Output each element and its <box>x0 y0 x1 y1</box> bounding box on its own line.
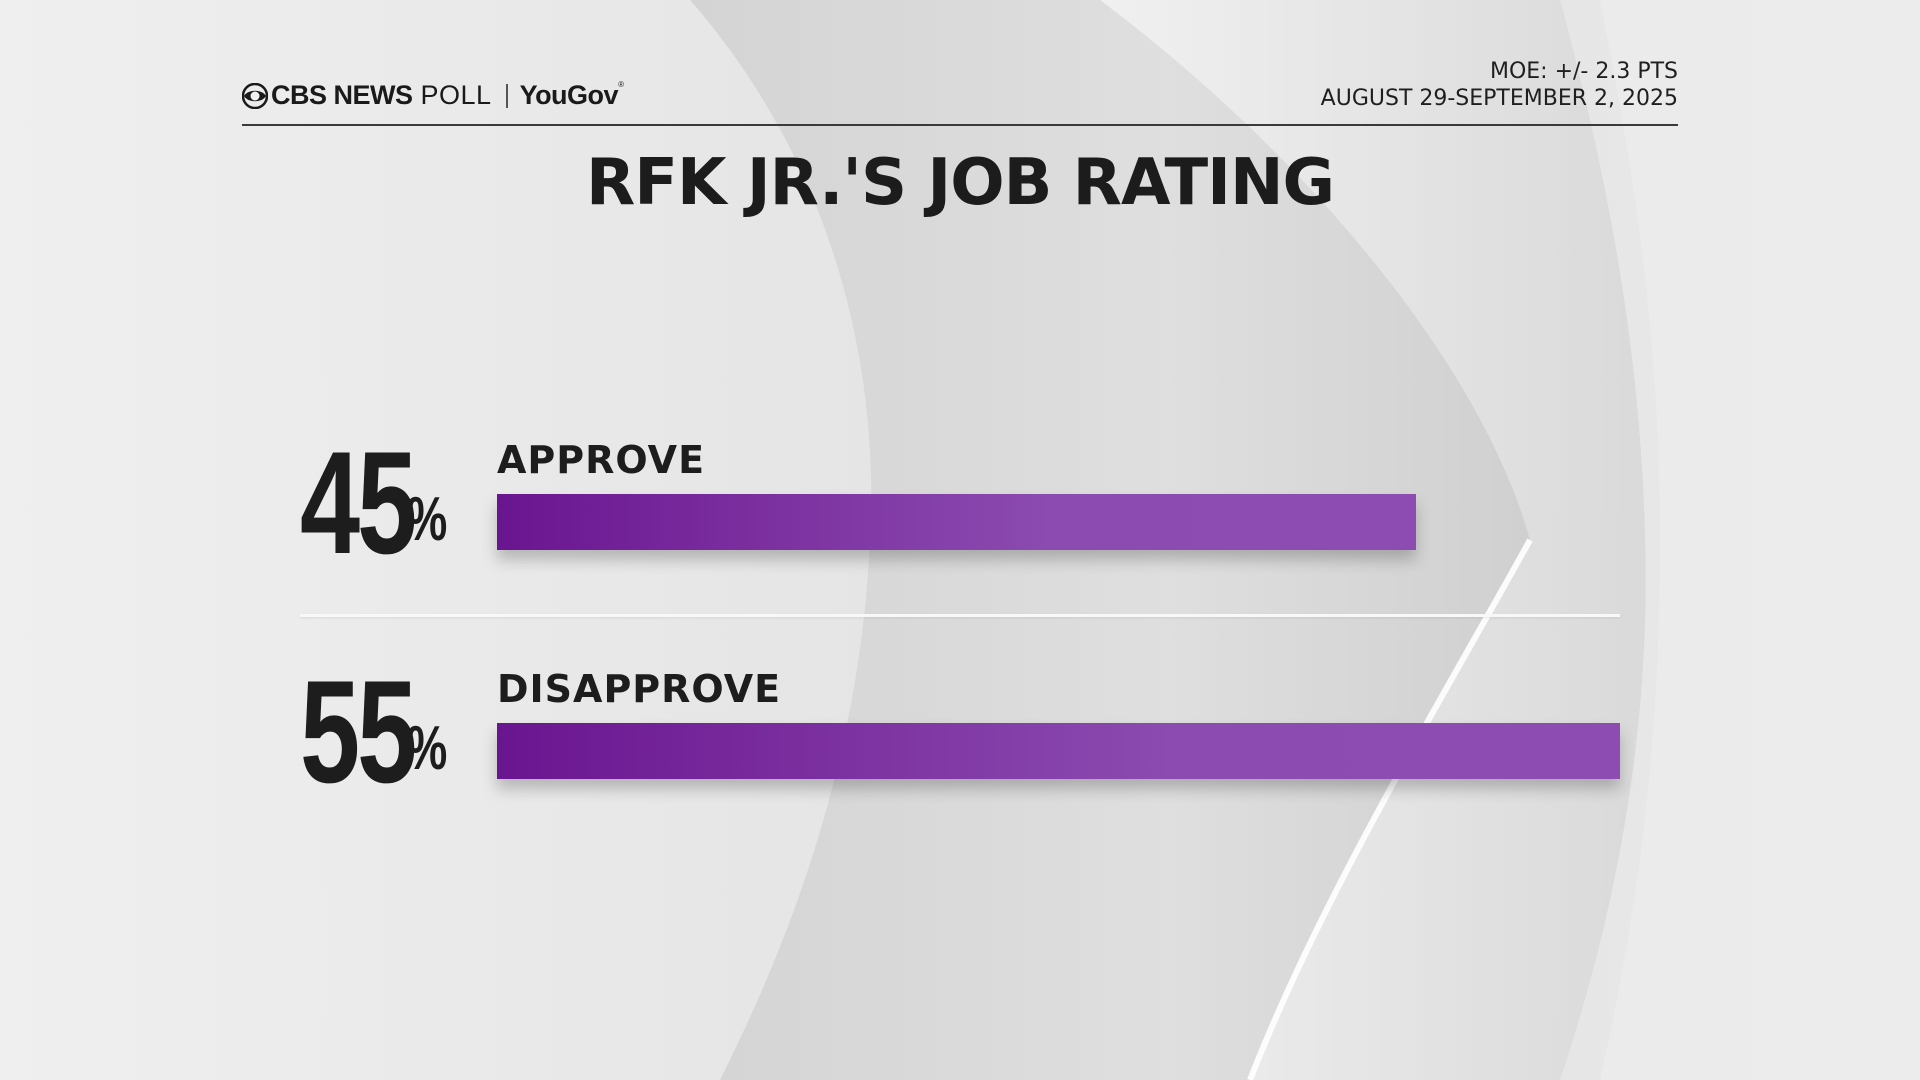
value-label-disapprove: 55 % <box>300 650 447 813</box>
header: CBS NEWS POLL YouGov® MOE: +/- 2.3 PTS A… <box>242 56 1678 126</box>
brand-separator <box>505 83 508 108</box>
bar-track-disapprove <box>497 723 1620 779</box>
bar-row-disapprove: 55 % DISAPPROVE <box>300 650 1620 813</box>
value-number-approve: 45 <box>300 421 417 584</box>
cbs-eye-icon <box>242 82 268 109</box>
value-number-disapprove: 55 <box>300 650 417 813</box>
chart-title: RFK JR.'S JOB RATING <box>585 146 1335 220</box>
brand-poll: POLL <box>420 80 492 110</box>
bar-track-approve <box>497 494 1620 550</box>
brand-partner: YouGov® <box>519 80 624 110</box>
percent-sign-approve: % <box>406 485 448 554</box>
category-label-disapprove: DISAPPROVE <box>497 667 782 711</box>
category-label-approve: APPROVE <box>497 438 706 482</box>
bar-disapprove <box>497 723 1620 779</box>
brand-logo: CBS NEWS POLL YouGov® <box>242 80 624 111</box>
margin-of-error: MOE: +/- 2.3 PTS <box>1489 59 1678 84</box>
row-divider <box>300 614 1620 617</box>
percent-sign-disapprove: % <box>406 714 448 783</box>
bar-approve <box>497 494 1416 550</box>
bar-row-approve: 45 % APPROVE <box>300 421 1620 584</box>
poll-meta: MOE: +/- 2.3 PTS AUGUST 29-SEPTEMBER 2, … <box>1321 58 1678 112</box>
poll-dates: AUGUST 29-SEPTEMBER 2, 2025 <box>1320 86 1678 111</box>
value-label-approve: 45 % <box>300 421 447 584</box>
brand-cbs-news: CBS NEWS <box>271 80 413 110</box>
